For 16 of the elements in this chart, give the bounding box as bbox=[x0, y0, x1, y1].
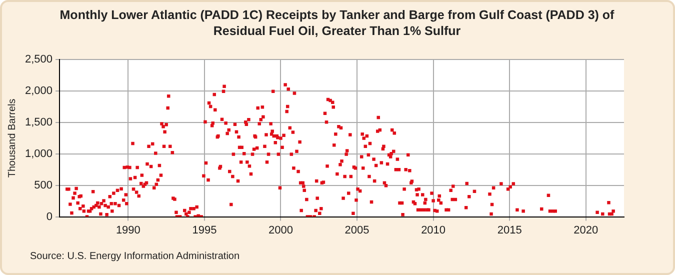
source-note: Source: U.S. Energy Information Administration bbox=[30, 251, 240, 262]
y-tick-label: 1,000 bbox=[24, 148, 53, 160]
x-tick-label: 2005 bbox=[344, 224, 370, 236]
x-tick-label: 2010 bbox=[421, 224, 446, 236]
y-axis-title: Thousand Barrels bbox=[6, 98, 18, 178]
y-tick-label: 1,500 bbox=[24, 116, 53, 129]
x-tick-label: 1995 bbox=[192, 224, 217, 236]
x-tick-label: 2015 bbox=[497, 224, 522, 236]
y-tick-label: 500 bbox=[34, 179, 53, 192]
y-tick-label: 2,000 bbox=[24, 85, 53, 98]
x-tick-label: 2000 bbox=[268, 224, 293, 236]
chart-title: Monthly Lower Atlantic (PADD 1C) Receipts by Tanker and Barge from Gulf Coast (PADD 3) of Residual Fuel Oil, Greater Than 1% Sulfur bbox=[58, 7, 616, 39]
y-tick-label: 2,500 bbox=[24, 54, 53, 66]
x-tick-label: 2020 bbox=[574, 224, 598, 236]
x-tick-label: 1990 bbox=[116, 224, 140, 236]
y-tick-label: 0 bbox=[46, 210, 53, 223]
